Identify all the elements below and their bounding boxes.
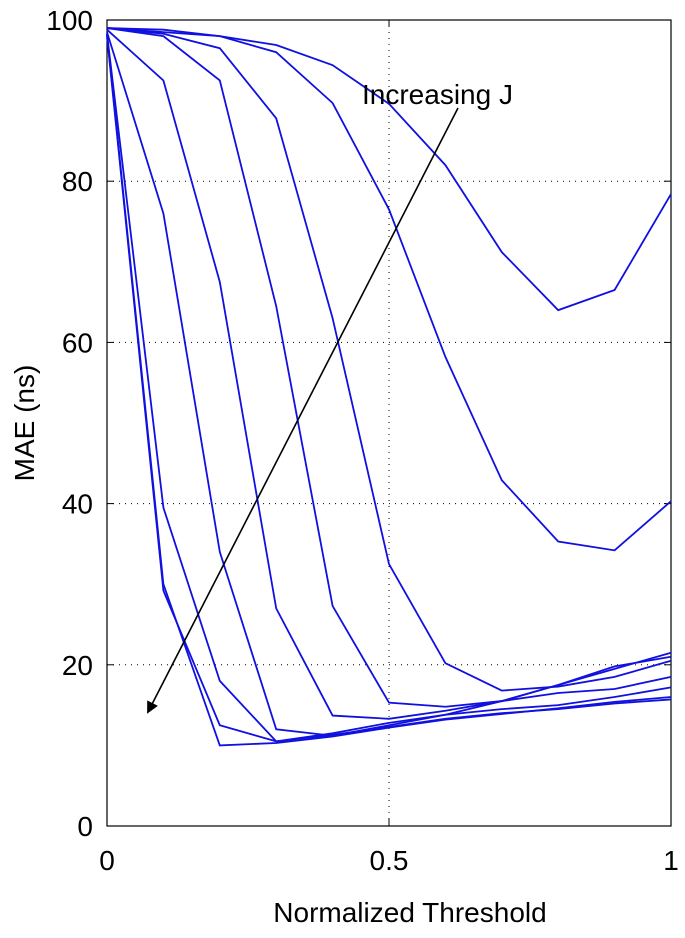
data-line bbox=[106, 33, 672, 743]
data-line bbox=[106, 34, 672, 747]
y-tick-label: 100 bbox=[46, 5, 93, 36]
data-line bbox=[106, 27, 672, 552]
data-line bbox=[106, 31, 672, 737]
y-axis-label: MAE (ns) bbox=[9, 365, 40, 482]
y-tick-label: 80 bbox=[62, 166, 93, 197]
data-line bbox=[106, 27, 672, 692]
data-line bbox=[106, 27, 672, 708]
x-tick-label: 0 bbox=[99, 845, 115, 876]
y-tick-label: 20 bbox=[62, 650, 93, 681]
x-tick-label: 1 bbox=[663, 845, 679, 876]
x-axis-label: Normalized Threshold bbox=[273, 897, 546, 928]
annotation: Increasing J bbox=[362, 79, 513, 110]
annotation-arrow bbox=[147, 107, 459, 714]
y-tick-label: 40 bbox=[62, 489, 93, 520]
y-tick-label: 0 bbox=[77, 811, 93, 842]
y-tick-label: 60 bbox=[62, 327, 93, 358]
data-line bbox=[106, 27, 672, 312]
data-line bbox=[106, 36, 672, 743]
x-tick-label: 0.5 bbox=[370, 845, 409, 876]
